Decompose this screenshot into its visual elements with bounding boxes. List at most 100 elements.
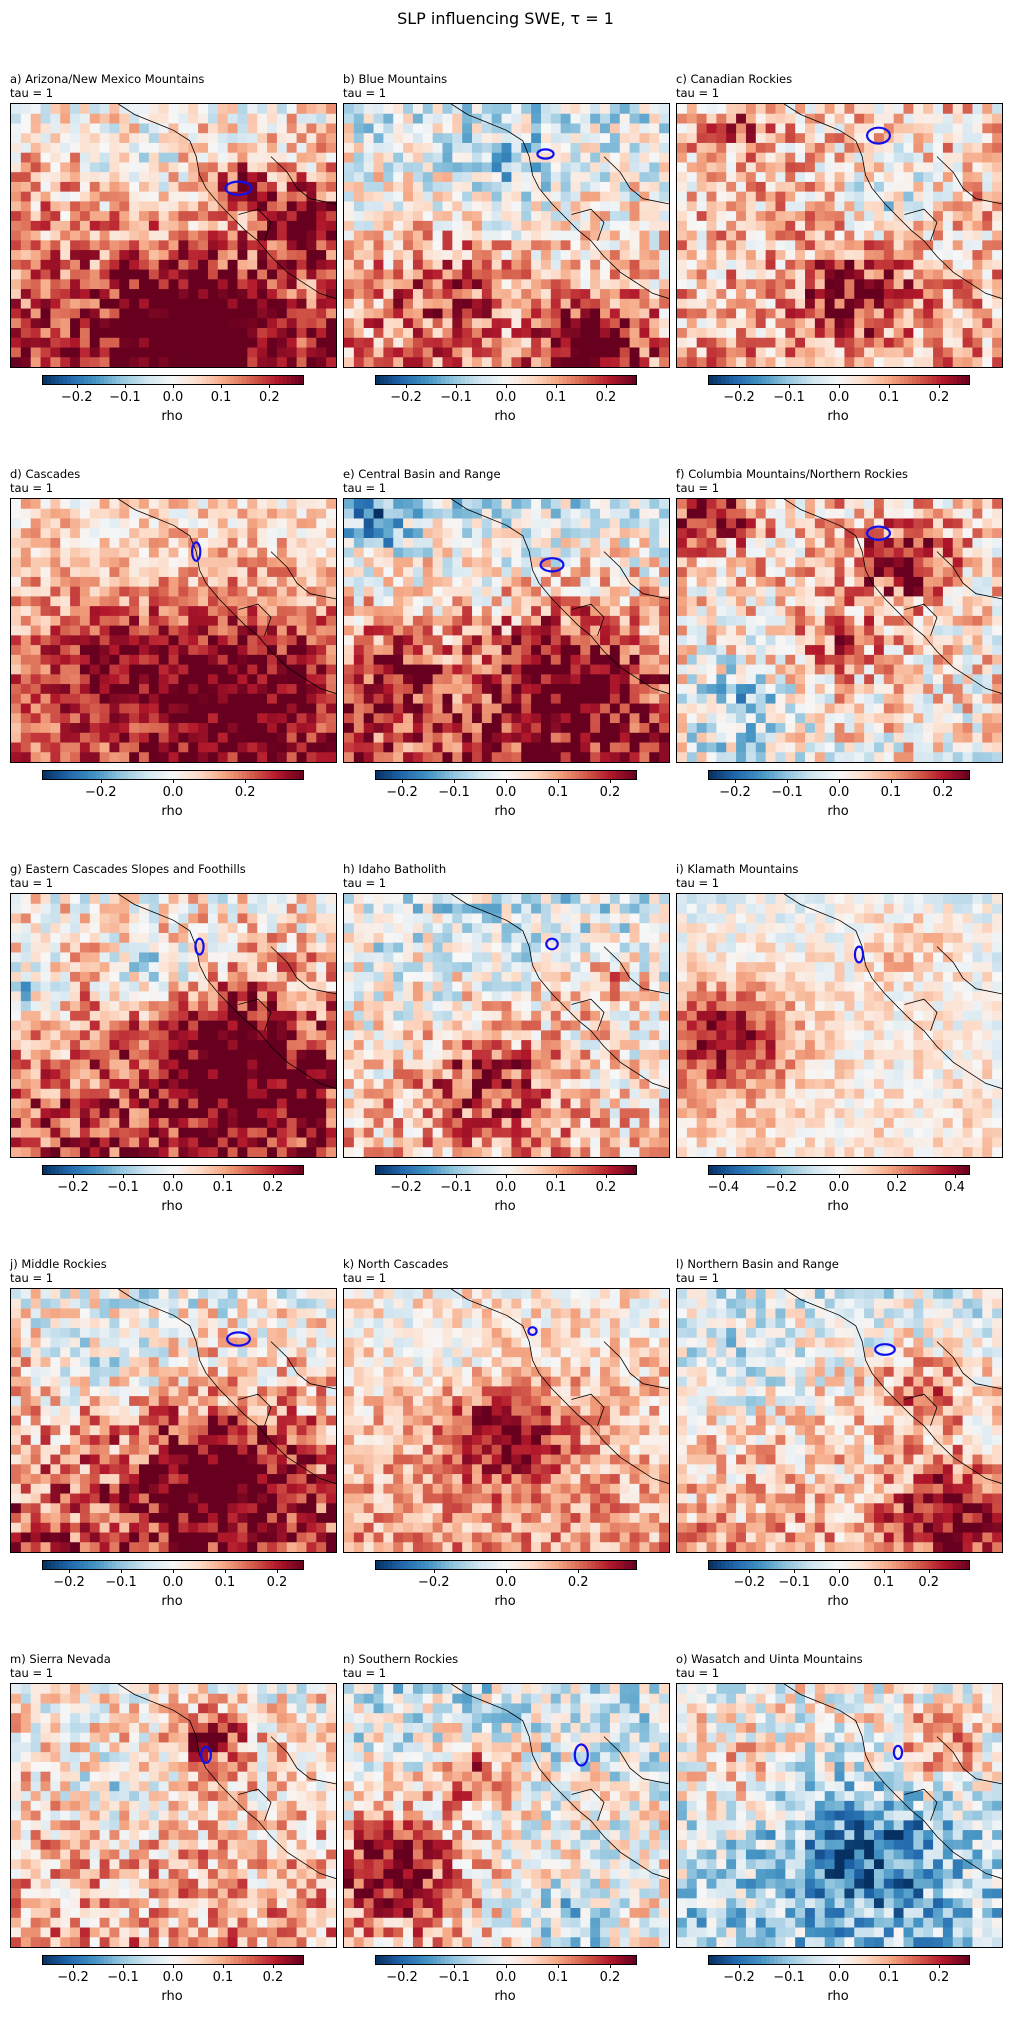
heatmap-cell bbox=[746, 123, 756, 133]
heatmap-cell bbox=[492, 172, 502, 182]
heatmap-cell bbox=[482, 655, 492, 665]
heatmap-cell bbox=[639, 143, 649, 153]
colorbar-segment bbox=[953, 376, 958, 384]
colorbar-segment bbox=[242, 771, 247, 779]
heatmap-cell bbox=[297, 172, 307, 182]
heatmap-cell bbox=[580, 694, 590, 704]
heatmap-cell bbox=[933, 509, 943, 519]
heatmap-cell bbox=[726, 499, 736, 509]
heatmap-cell bbox=[316, 567, 326, 577]
heatmap-cell bbox=[139, 548, 149, 558]
heatmap-cell bbox=[383, 606, 393, 616]
heatmap-cell bbox=[844, 114, 854, 124]
heatmap-cell bbox=[462, 723, 472, 733]
heatmap-cell bbox=[502, 289, 512, 299]
heatmap-cell bbox=[551, 318, 561, 328]
heatmap-cell bbox=[403, 104, 413, 114]
heatmap-cell bbox=[11, 162, 21, 172]
heatmap-cell bbox=[492, 221, 502, 231]
heatmap-cell bbox=[364, 338, 374, 348]
heatmap-cell bbox=[228, 665, 238, 675]
heatmap-cell bbox=[884, 211, 894, 221]
heatmap-cell bbox=[492, 260, 502, 270]
heatmap-cell bbox=[874, 348, 884, 358]
heatmap-cell bbox=[393, 357, 403, 367]
heatmap-cell bbox=[815, 348, 825, 358]
heatmap-cell bbox=[551, 192, 561, 202]
heatmap-cell bbox=[90, 684, 100, 694]
heatmap-cell bbox=[620, 348, 630, 358]
heatmap-cell bbox=[630, 211, 640, 221]
heatmap-cell bbox=[306, 211, 316, 221]
colorbar-segment bbox=[433, 771, 438, 779]
heatmap-cell bbox=[492, 153, 502, 163]
colorbar-segment bbox=[762, 376, 767, 384]
heatmap-cell bbox=[11, 509, 21, 519]
heatmap-cell bbox=[580, 528, 590, 538]
heatmap-cell bbox=[277, 538, 287, 548]
heatmap-cell bbox=[659, 665, 669, 675]
heatmap-cell bbox=[630, 743, 640, 753]
heatmap-cell bbox=[354, 557, 364, 567]
heatmap-cell bbox=[600, 538, 610, 548]
heatmap-cell bbox=[766, 509, 776, 519]
heatmap-cell bbox=[354, 260, 364, 270]
heatmap-cell bbox=[423, 192, 433, 202]
heatmap-cell bbox=[287, 338, 297, 348]
heatmap-cell bbox=[844, 182, 854, 192]
heatmap-cell bbox=[561, 240, 571, 250]
heatmap-cell bbox=[297, 123, 307, 133]
heatmap-cell bbox=[393, 733, 403, 743]
heatmap-cell bbox=[198, 153, 208, 163]
heatmap-cell bbox=[31, 577, 41, 587]
heatmap-cell bbox=[267, 674, 277, 684]
heatmap-cell bbox=[795, 162, 805, 172]
colorbar-segment bbox=[283, 376, 288, 384]
heatmap-cell bbox=[884, 260, 894, 270]
heatmap-cell bbox=[795, 299, 805, 309]
heatmap-cell bbox=[374, 596, 384, 606]
heatmap-cell bbox=[159, 250, 169, 260]
heatmap-cell bbox=[452, 357, 462, 367]
heatmap-cell bbox=[316, 260, 326, 270]
heatmap-cell bbox=[354, 211, 364, 221]
heatmap-cell bbox=[746, 318, 756, 328]
heatmap-cell bbox=[316, 723, 326, 733]
heatmap-cell bbox=[933, 231, 943, 241]
heatmap-cell bbox=[178, 143, 188, 153]
heatmap-cell bbox=[109, 201, 119, 211]
heatmap-cell bbox=[403, 548, 413, 558]
heatmap-cell bbox=[687, 509, 697, 519]
heatmap-cell bbox=[277, 743, 287, 753]
colorbar-segment bbox=[291, 771, 296, 779]
heatmap-cell bbox=[129, 577, 139, 587]
heatmap-cell bbox=[511, 299, 521, 309]
heatmap-cell bbox=[502, 143, 512, 153]
colorbar-segment bbox=[409, 376, 414, 384]
heatmap-cell bbox=[100, 348, 110, 358]
heatmap-cell bbox=[580, 606, 590, 616]
colorbar-segment bbox=[96, 771, 101, 779]
heatmap-cell bbox=[383, 133, 393, 143]
colorbar-segment bbox=[624, 376, 629, 384]
heatmap-cell bbox=[208, 143, 218, 153]
heatmap-cell bbox=[462, 328, 472, 338]
panel-title: b) Blue Mountains bbox=[343, 72, 447, 86]
colorbar-tick bbox=[173, 384, 174, 388]
heatmap-cell bbox=[756, 309, 766, 319]
heatmap-cell bbox=[630, 752, 640, 762]
heatmap-cell bbox=[70, 182, 80, 192]
heatmap-cell bbox=[41, 548, 51, 558]
heatmap-cell bbox=[80, 616, 90, 626]
heatmap-cell bbox=[805, 260, 815, 270]
heatmap-cell bbox=[188, 665, 198, 675]
heatmap-cell bbox=[620, 123, 630, 133]
heatmap-cell bbox=[238, 240, 248, 250]
heatmap-cell bbox=[287, 240, 297, 250]
heatmap-cell bbox=[492, 143, 502, 153]
heatmap-cell bbox=[403, 557, 413, 567]
colorbar-tick bbox=[506, 384, 507, 388]
heatmap-cell bbox=[60, 713, 70, 723]
heatmap-cell bbox=[21, 684, 31, 694]
heatmap-cell bbox=[50, 192, 60, 202]
